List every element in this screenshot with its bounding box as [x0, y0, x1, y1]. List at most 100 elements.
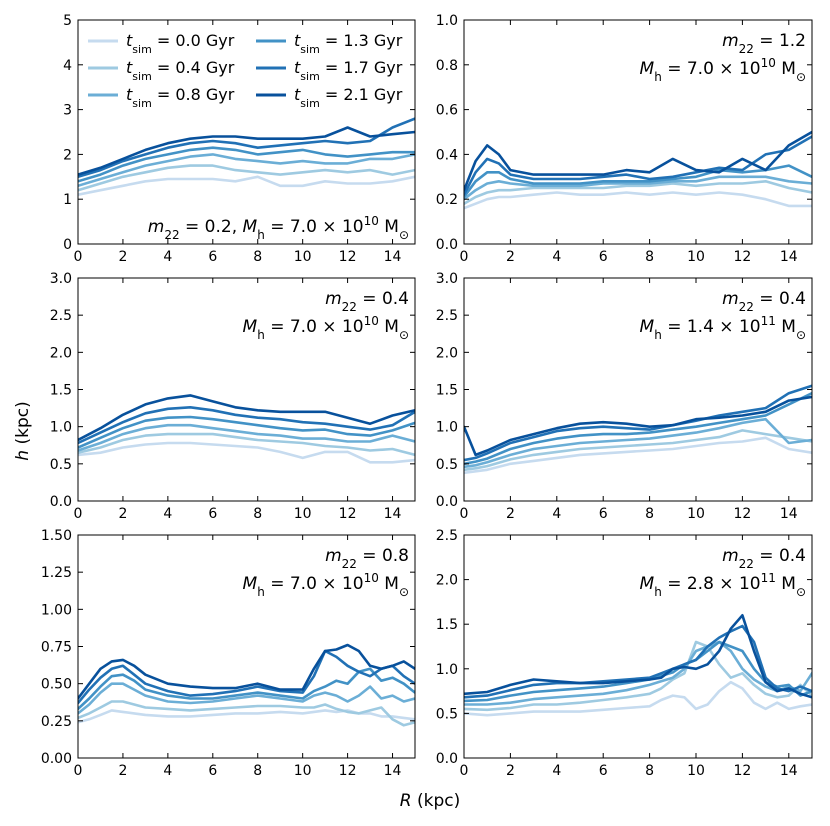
x-tick-label: 0	[74, 506, 83, 522]
y-tick-label: 0.6	[436, 103, 458, 119]
panel-middle-right: 0 2 4 6 8 10 12 14 0.0 0.5 1.0 1.5 2.0 2.5 3.0 m22 = 0.…	[436, 271, 813, 522]
x-tick-label: 14	[780, 506, 798, 522]
series-line-2.1-gyr	[464, 395, 812, 457]
x-tick-label: 10	[687, 763, 705, 779]
y-tick-label: 2.0	[50, 345, 72, 361]
x-tick-label: 4	[552, 249, 561, 265]
x-tick-label: 4	[552, 763, 561, 779]
series-line-2.1-gyr	[78, 126, 415, 176]
legend-label: tsim = 2.1 Gyr	[294, 85, 403, 110]
legend-label: tsim = 0.0 Gyr	[126, 31, 235, 56]
x-tick-label: 4	[552, 506, 561, 522]
x-tick-label: 8	[645, 506, 654, 522]
x-tick-label: 2	[506, 249, 515, 265]
x-tick-label: 8	[253, 249, 262, 265]
series-group	[78, 643, 415, 727]
x-tick-label: 4	[163, 763, 172, 779]
x-tick-label: 6	[208, 763, 217, 779]
series-line-0.0-gyr	[78, 709, 415, 724]
x-axis-label: R (kpc)	[400, 791, 460, 811]
panel-annotation: m22 = 0.2, Mh = 7.0 × 1010 M⊙	[148, 214, 409, 242]
y-tick-label: 0.0	[436, 751, 458, 767]
x-tick-label: 10	[294, 506, 312, 522]
y-tick-label: 3.0	[50, 271, 72, 287]
x-tick-label: 12	[339, 506, 357, 522]
y-tick-label: 0.25	[41, 714, 72, 730]
x-tick-label: 2	[506, 763, 515, 779]
y-tick-label: 0.0	[436, 237, 458, 253]
y-tick-label: 0.4	[436, 147, 458, 163]
y-tick-label: 1.5	[436, 383, 458, 399]
x-tick-label: 2	[118, 763, 127, 779]
axes-frame	[77, 19, 416, 245]
y-tick-label: 2.5	[436, 528, 458, 544]
series-line-1.3-gyr	[78, 146, 415, 183]
series-line-2.1-gyr	[78, 643, 415, 700]
x-tick-label: 12	[733, 506, 751, 522]
y-tick-label: 1.5	[436, 617, 458, 633]
legend-item-0.8-gyr: tsim = 0.8 Gyr	[88, 85, 235, 110]
x-tick-label: 6	[208, 506, 217, 522]
series-line-0.0-gyr	[464, 436, 812, 475]
x-tick-label: 4	[163, 249, 172, 265]
legend-item-1.3-gyr: tsim = 1.3 Gyr	[256, 31, 403, 56]
x-tick-label: 0	[74, 249, 83, 265]
legend-label: tsim = 1.3 Gyr	[294, 31, 403, 56]
legend-item-1.7-gyr: tsim = 1.7 Gyr	[256, 58, 403, 83]
x-tick-label: 8	[645, 763, 654, 779]
series-line-1.7-gyr	[464, 384, 812, 462]
legend-label: tsim = 0.8 Gyr	[126, 85, 235, 110]
panel-middle-left: 0 2 4 6 8 10 12 14 0.0 0.5 1.0 1.5 2.0 2.5 3.0 m22 = 0.…	[50, 271, 416, 522]
x-tick-label: 10	[294, 763, 312, 779]
series-line-0.4-gyr	[464, 180, 812, 205]
y-tick-label: 3.0	[436, 271, 458, 287]
x-tick-label: 14	[780, 763, 798, 779]
x-tick-label: 10	[294, 249, 312, 265]
y-tick-label: 1.0	[50, 420, 72, 436]
axes-frame	[463, 19, 813, 245]
y-tick-label: 4	[63, 58, 72, 74]
series-line-0.0-gyr	[464, 191, 812, 210]
series-group	[464, 130, 812, 210]
x-tick-label: 12	[339, 763, 357, 779]
y-tick-label: 0.50	[41, 677, 72, 693]
axes-frame	[77, 277, 416, 502]
panel-annotation: m22 = 0.4	[722, 289, 806, 314]
y-tick-label: 0.0	[50, 494, 72, 510]
y-tick-label: 0.2	[436, 192, 458, 208]
x-tick-label: 2	[118, 249, 127, 265]
x-tick-label: 6	[599, 506, 608, 522]
x-tick-label: 12	[733, 763, 751, 779]
y-tick-label: 1.00	[41, 602, 72, 618]
series-line-0.8-gyr	[464, 640, 812, 706]
x-tick-label: 10	[687, 249, 705, 265]
legend-label: tsim = 1.7 Gyr	[294, 58, 403, 83]
y-tick-label: 1	[63, 192, 72, 208]
panel-annotation: m22 = 0.4	[325, 289, 409, 314]
panel-annotation: m22 = 0.8	[325, 546, 409, 571]
y-tick-label: 1.0	[436, 420, 458, 436]
y-tick-label: 2.0	[436, 573, 458, 589]
panel-bottom-right: 0 2 4 6 8 10 12 14 0.0 0.5 1.0 1.5 2.0 2.5 m22 = 0.4Mh…	[436, 528, 813, 779]
series-line-0.0-gyr	[78, 175, 415, 196]
axes-frame	[463, 277, 813, 502]
x-tick-label: 12	[339, 249, 357, 265]
x-tick-label: 8	[253, 506, 262, 522]
x-tick-label: 10	[687, 506, 705, 522]
y-tick-label: 1.0	[436, 662, 458, 678]
panel-annotation: m22 = 0.4	[722, 546, 806, 571]
x-tick-label: 6	[599, 763, 608, 779]
legend-item-2.1-gyr: tsim = 2.1 Gyr	[256, 85, 403, 110]
y-tick-label: 1.50	[41, 528, 72, 544]
series-line-2.1-gyr	[464, 614, 812, 699]
panel-top-right: 0 2 4 6 8 10 12 14 0.0 0.2 0.4 0.6 0.8 1.0 m22 = 1.2Mh…	[436, 13, 813, 265]
series-line-0.4-gyr	[78, 432, 415, 457]
series-line-1.3-gyr	[464, 391, 812, 466]
series-line-0.8-gyr	[78, 423, 415, 452]
y-tick-label: 2.5	[50, 308, 72, 324]
series-line-2.1-gyr	[78, 394, 415, 442]
axes-frame	[77, 534, 416, 759]
